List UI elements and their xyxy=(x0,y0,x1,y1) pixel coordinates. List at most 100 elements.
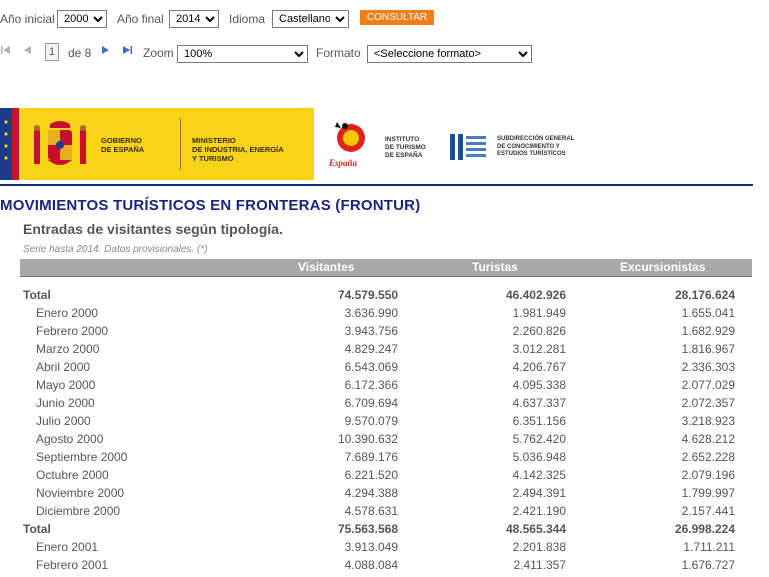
table-row: Septiembre 2000 7.689.176 5.036.948 2.652.2… xyxy=(0,448,769,466)
table-row: Octubre 2000 6.221.520 4.142.325 2.079.196 xyxy=(0,466,769,484)
cell-excursionistas: 3.218.923 xyxy=(681,414,735,428)
subdireccion-text: SUBDIRECCIÓN GENERAL DE CONOCIMIENTO Y E… xyxy=(497,136,575,157)
ano-final-select[interactable]: 2014 xyxy=(169,10,219,28)
idioma-label: Idioma xyxy=(229,12,266,26)
row-label: Abril 2000 xyxy=(36,360,91,374)
row-label: Marzo 2000 xyxy=(36,342,100,356)
row-label: Febrero 2001 xyxy=(36,558,109,572)
cell-visitantes: 6.709.694 xyxy=(344,396,398,410)
cell-turistas: 4.095.338 xyxy=(512,378,566,392)
table-row: Diciembre 2000 4.578.631 2.421.190 2.157.44… xyxy=(0,502,769,520)
cell-excursionistas: 1.682.929 xyxy=(681,324,735,338)
cell-visitantes: 3.943.756 xyxy=(344,324,398,338)
cell-turistas: 2.411.357 xyxy=(513,558,567,572)
government-banner: GOBIERNO DE ESPAÑA MINISTERIO DE INDUSTR… xyxy=(0,108,314,180)
row-label: Octubre 2000 xyxy=(36,468,109,482)
cell-excursionistas: 1.816.967 xyxy=(681,342,735,356)
current-page-input[interactable] xyxy=(45,43,59,61)
cell-excursionistas: 4.628.212 xyxy=(681,432,735,446)
cell-excursionistas: 1.711.211 xyxy=(683,540,735,554)
row-label: Septiembre 2000 xyxy=(36,450,128,464)
first-page-icon[interactable] xyxy=(0,44,12,56)
table-row: Enero 2000 3.636.990 1.981.949 1.655.041 xyxy=(0,304,769,322)
table-row: Febrero 2000 3.943.756 2.260.826 1.682.929 xyxy=(0,322,769,340)
row-label: Enero 2000 xyxy=(36,306,99,320)
gobierno-text: GOBIERNO DE ESPAÑA xyxy=(101,136,145,154)
cell-turistas: 6.351.156 xyxy=(512,414,566,428)
table-row: Abril 2000 6.543.069 4.206.767 2.336.303 xyxy=(0,358,769,376)
previous-page-icon[interactable] xyxy=(22,44,34,56)
cell-turistas: 4.637.337 xyxy=(512,396,566,410)
total-row: Total 75.563.568 48.565.344 26.998.224 xyxy=(0,520,769,538)
cell-turistas: 4.142.325 xyxy=(512,468,566,482)
cell-visitantes: 6.543.069 xyxy=(344,360,398,374)
page-count-label: de 8 xyxy=(68,46,92,60)
idioma-select[interactable]: Castellano xyxy=(272,10,349,28)
report-subtitle: Entradas de visitantes según tipología. xyxy=(23,221,283,237)
header-divider xyxy=(0,184,753,186)
next-page-icon[interactable] xyxy=(99,44,111,56)
cell-excursionistas: 26.998.224 xyxy=(674,522,735,536)
cell-visitantes: 4.088.084 xyxy=(344,558,398,572)
cell-visitantes: 6.221.520 xyxy=(344,468,398,482)
formato-select[interactable]: <Seleccione formato> xyxy=(367,45,532,63)
column-excursionistas: Excursionistas xyxy=(620,260,706,274)
cell-visitantes: 3.913.049 xyxy=(344,540,398,554)
ministerio-text: MINISTERIO DE INDUSTRIA, ENERGÍA Y TURIS… xyxy=(192,136,284,163)
cell-excursionistas: 2.652.228 xyxy=(681,450,735,464)
row-label: Diciembre 2000 xyxy=(36,504,121,518)
report-note: Serie hasta 2014. Datos provisionales. (… xyxy=(23,244,208,255)
cell-turistas: 2.421.190 xyxy=(512,504,566,518)
column-visitantes: Visitantes xyxy=(298,260,355,274)
table-row: Junio 2000 6.709.694 4.637.337 2.072.357 xyxy=(0,394,769,412)
eu-flag-strip xyxy=(0,108,12,180)
cell-excursionistas: 2.157.441 xyxy=(681,504,735,518)
row-label: Agosto 2000 xyxy=(36,432,104,446)
cell-visitantes: 6.172.366 xyxy=(344,378,398,392)
cell-visitantes: 10.390.632 xyxy=(337,432,398,446)
cell-visitantes: 3.636.990 xyxy=(344,306,398,320)
zoom-select[interactable]: 100% xyxy=(177,45,308,63)
cell-visitantes: 74.579.550 xyxy=(337,288,398,302)
instituto-text: INSTITUTO DE TURISMO DE ESPAÑA xyxy=(385,136,426,159)
ano-inicial-select[interactable]: 2000 xyxy=(57,10,107,28)
row-label: Total xyxy=(23,522,51,536)
cell-excursionistas: 2.336.303 xyxy=(681,360,735,374)
cell-excursionistas: 2.079.196 xyxy=(681,468,735,482)
cell-visitantes: 9.570.079 xyxy=(344,414,398,428)
row-label: Enero 2001 xyxy=(36,540,99,554)
table-row: Noviembre 2000 4.294.388 2.494.391 1.799.99… xyxy=(0,484,769,502)
cell-excursionistas: 2.077.029 xyxy=(681,378,735,392)
cell-visitantes: 7.689.176 xyxy=(344,450,398,464)
cell-turistas: 2.260.826 xyxy=(512,324,566,338)
table-row: Marzo 2000 4.829.247 3.012.281 1.816.967 xyxy=(0,340,769,358)
zoom-label: Zoom xyxy=(143,46,174,60)
consultar-button[interactable]: CONSULTAR xyxy=(360,10,434,25)
cell-turistas: 5.762.420 xyxy=(512,432,566,446)
coat-of-arms-icon xyxy=(30,118,90,172)
espana-logo-text: España xyxy=(329,158,358,168)
column-turistas: Turistas xyxy=(472,260,518,274)
espana-logo-icon: España xyxy=(325,118,377,174)
ano-final-label: Año final xyxy=(117,12,164,26)
cell-excursionistas: 28.176.624 xyxy=(674,288,735,302)
table-row: Febrero 2001 4.088.084 2.411.357 1.676.727 xyxy=(0,556,769,574)
cell-turistas: 2.201.838 xyxy=(512,540,566,554)
ano-inicial-label: Año inicial xyxy=(0,12,55,26)
row-label: Total xyxy=(23,288,51,302)
cell-visitantes: 75.563.568 xyxy=(337,522,398,536)
row-label: Mayo 2000 xyxy=(36,378,96,392)
row-label: Noviembre 2000 xyxy=(36,486,125,500)
cell-excursionistas: 1.676.727 xyxy=(681,558,735,572)
last-page-icon[interactable] xyxy=(121,44,133,56)
cell-turistas: 5.036.948 xyxy=(512,450,566,464)
total-row: Total 74.579.550 46.402.926 28.176.624 xyxy=(0,286,769,304)
row-label: Julio 2000 xyxy=(36,414,91,428)
page-title: MOVIMIENTOS TURÍSTICOS EN FRONTERAS (FRO… xyxy=(0,197,421,214)
formato-label: Formato xyxy=(316,46,361,60)
cell-turistas: 48.565.344 xyxy=(505,522,566,536)
table-row: Julio 2000 9.570.079 6.351.156 3.218.923 xyxy=(0,412,769,430)
header-banner: GOBIERNO DE ESPAÑA MINISTERIO DE INDUSTR… xyxy=(0,108,769,180)
cell-turistas: 1.981.949 xyxy=(512,306,566,320)
cell-excursionistas: 1.655.041 xyxy=(681,306,735,320)
